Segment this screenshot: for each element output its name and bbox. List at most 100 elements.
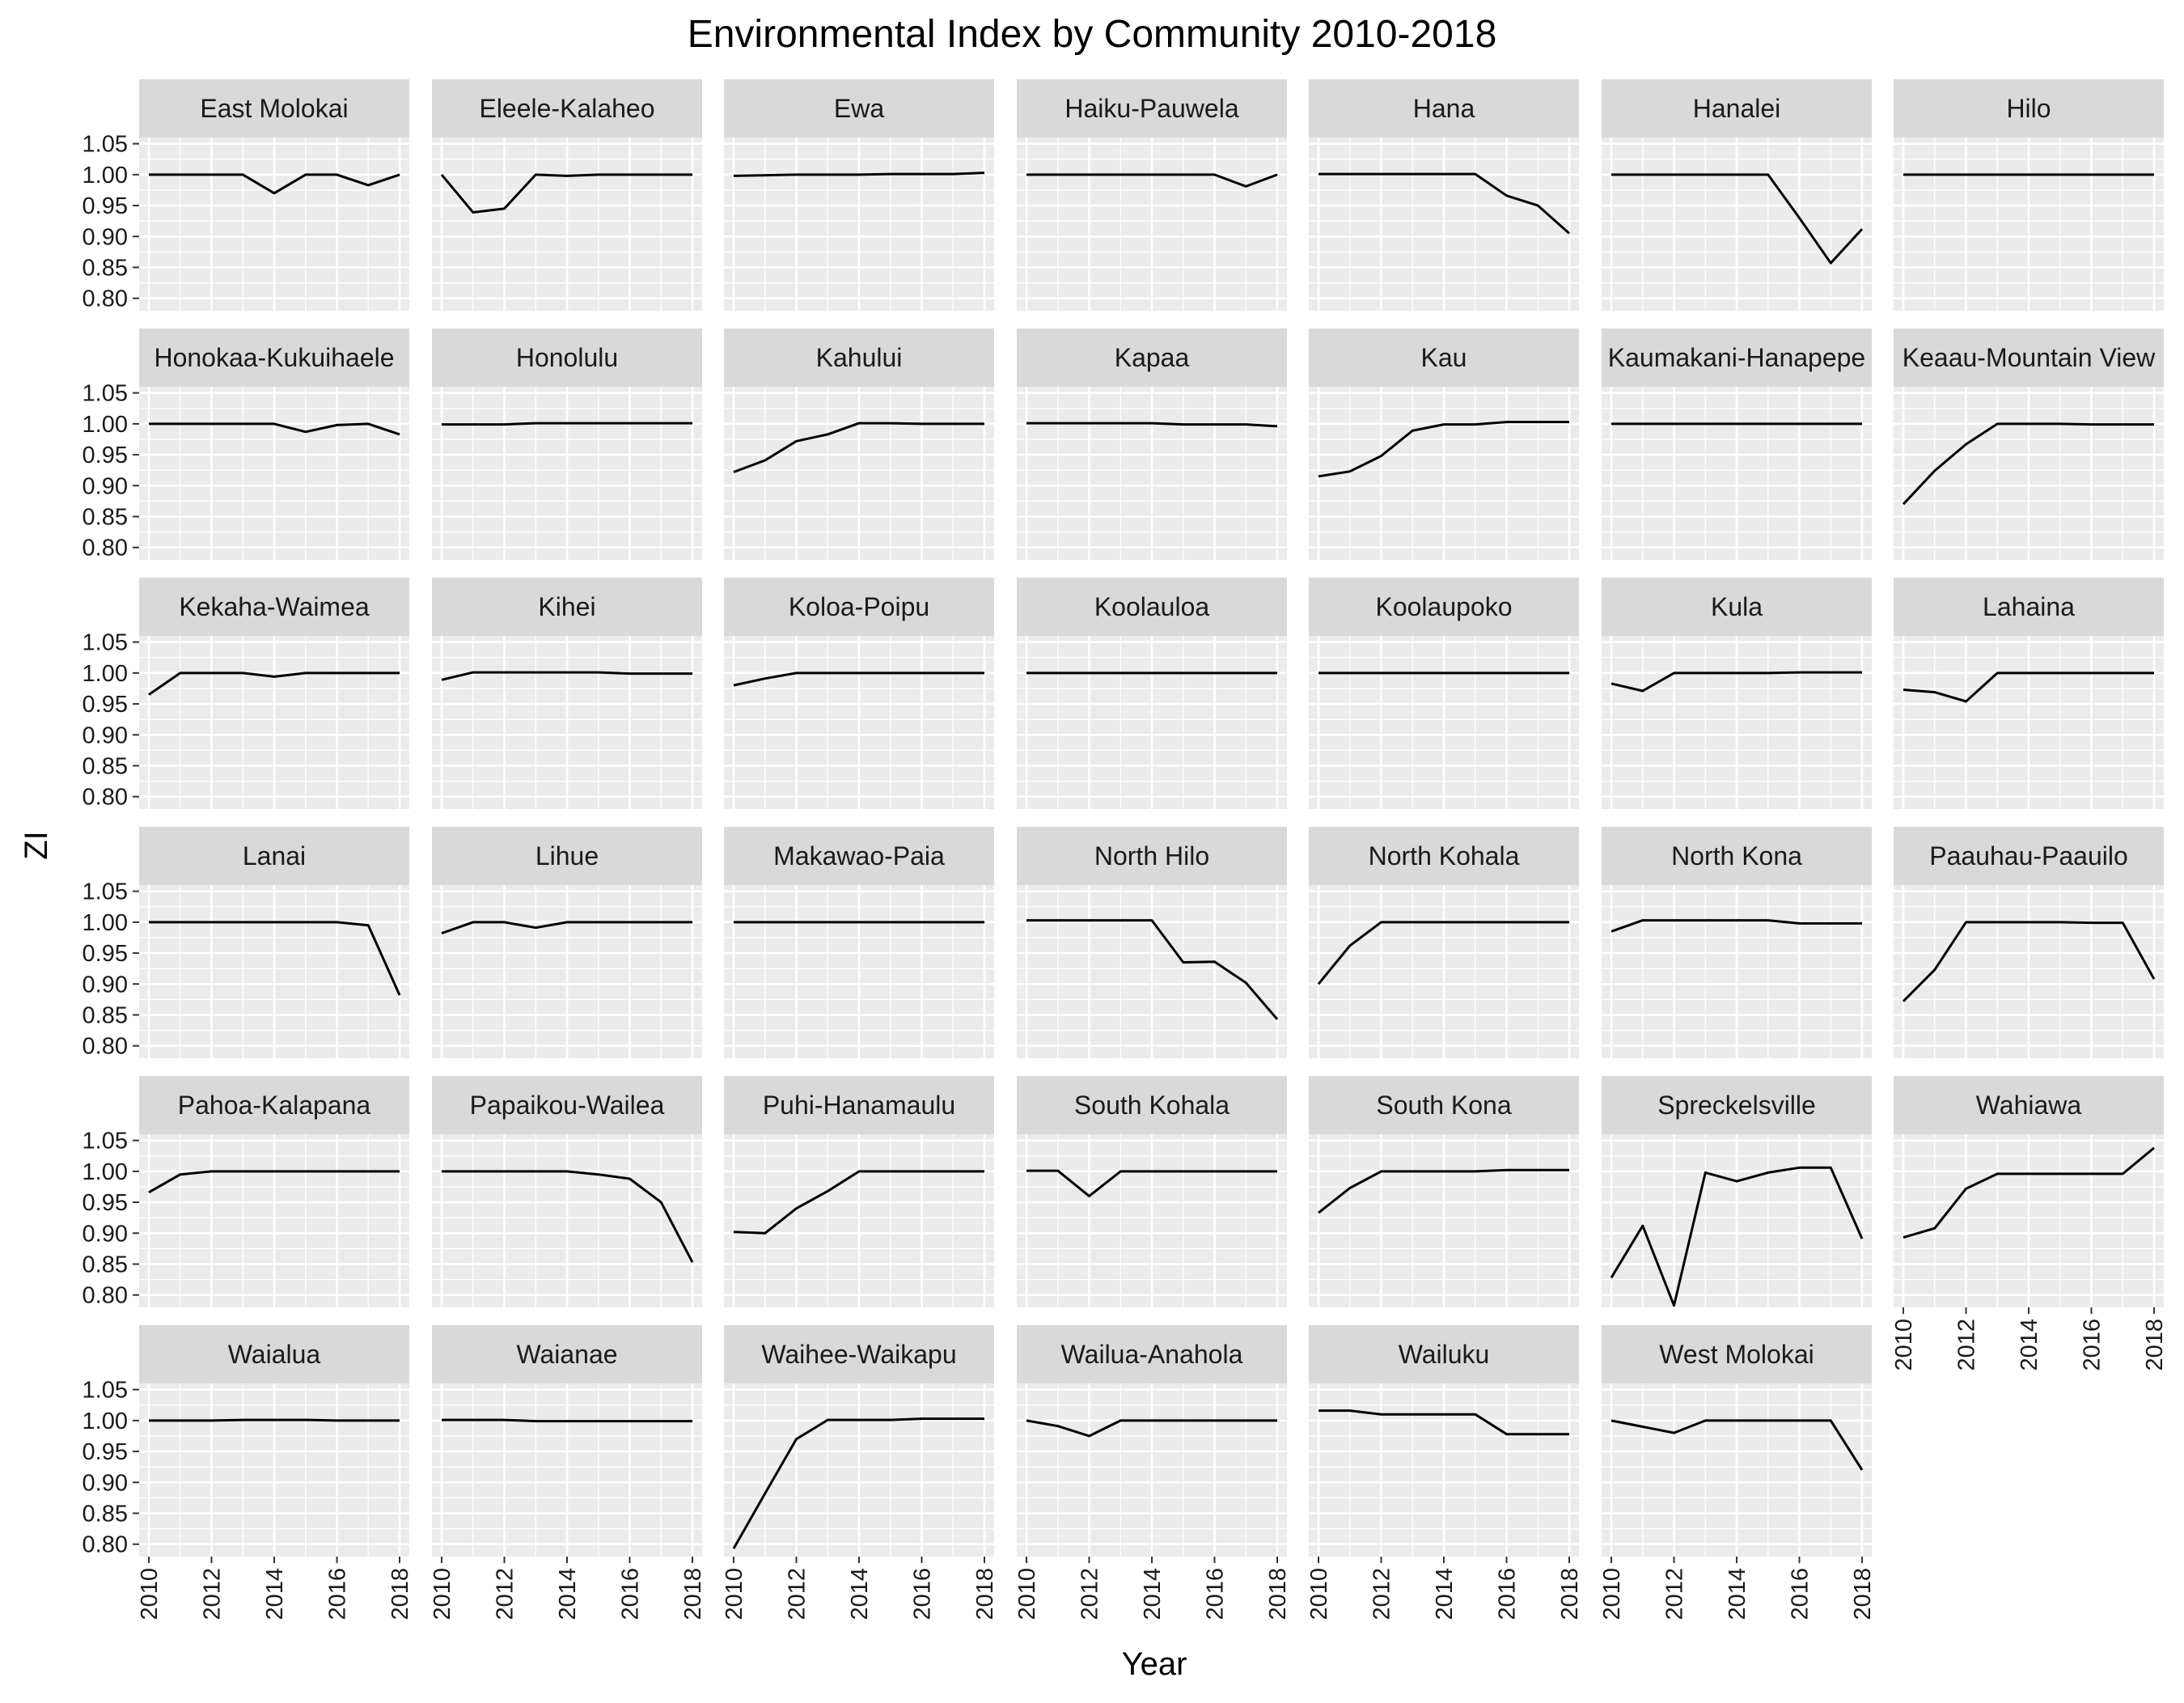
facet-panel: Haiku-Pauwela: [1017, 79, 1287, 311]
facet-strip-label: Makawao-Paia: [773, 841, 945, 871]
data-point: [472, 1419, 474, 1421]
data-point: [764, 459, 766, 461]
data-point: [692, 422, 694, 425]
data-point: [1505, 1169, 1508, 1171]
facet-strip: [139, 328, 409, 387]
data-point: [336, 424, 338, 426]
data-point: [1673, 422, 1675, 425]
data-point: [1412, 1413, 1414, 1416]
x-tick-label: 2014: [1725, 1568, 1750, 1620]
data-point: [1474, 173, 1476, 176]
facet-strip: [1017, 1325, 1287, 1383]
data-point: [597, 671, 599, 674]
data-point: [1736, 671, 1738, 674]
x-tick-label: 2010: [430, 1568, 455, 1620]
data-point: [1151, 919, 1153, 921]
data-point: [1830, 671, 1832, 674]
facet-panel: Hilo: [1894, 79, 2164, 311]
data-point: [1996, 921, 1999, 923]
data-point: [1861, 1469, 1864, 1472]
facet-panel: Koolauloa: [1017, 578, 1287, 809]
series-line: [1318, 1168, 1569, 1214]
data-point: [1182, 1170, 1184, 1172]
data-point: [1120, 1170, 1122, 1172]
series-line: [149, 921, 401, 996]
data-point: [660, 422, 662, 425]
y-tick-label: 0.85: [83, 1003, 128, 1029]
data-point: [535, 671, 537, 674]
data-point: [2153, 671, 2156, 674]
data-point: [1443, 423, 1445, 426]
data-point: [1026, 1419, 1028, 1421]
data-point: [921, 1170, 923, 1172]
x-tick-label: 2018: [972, 1568, 998, 1620]
facet-strip-label: Papaikou-Wailea: [470, 1091, 665, 1120]
data-point: [1568, 1169, 1571, 1171]
data-point: [1443, 173, 1445, 176]
data-point: [858, 1170, 861, 1172]
series-line: [733, 422, 984, 473]
data-point: [1798, 1419, 1801, 1421]
data-point: [1474, 1170, 1476, 1172]
facet-strip-label: North Kona: [1671, 841, 1802, 871]
data-point: [1610, 682, 1613, 684]
data-point: [1798, 422, 1801, 425]
y-tick-label: 0.95: [83, 443, 128, 468]
data-point: [597, 173, 599, 176]
data-point: [210, 173, 213, 176]
facet-strip-label: Koolauloa: [1094, 592, 1210, 621]
data-point: [795, 440, 798, 443]
data-point: [1798, 1167, 1801, 1169]
facet-strip: [432, 79, 702, 138]
series-line: [1610, 1166, 1864, 1307]
data-point: [1182, 961, 1184, 964]
data-point: [1965, 921, 1967, 923]
data-point: [503, 671, 506, 674]
data-point: [1213, 173, 1216, 176]
facet-strip-label: Lahaina: [1983, 592, 2075, 621]
series-line: [733, 172, 985, 177]
facet-strip-label: Kapaa: [1115, 343, 1190, 372]
data-point: [1641, 1225, 1644, 1227]
data-point: [336, 671, 338, 674]
facet-strip: [1017, 578, 1287, 636]
data-point: [629, 173, 631, 176]
data-point: [1505, 194, 1508, 197]
x-tick-label: 2018: [2142, 1319, 2168, 1371]
facet-strip: [1602, 328, 1872, 387]
data-point: [1026, 422, 1028, 425]
facet-strip-label: Kula: [1711, 592, 1763, 621]
data-point: [733, 921, 735, 923]
data-point: [1736, 1180, 1738, 1183]
data-point: [952, 1417, 954, 1420]
facet-panel: Kapaa: [1017, 328, 1287, 560]
data-point: [1380, 921, 1382, 923]
data-point: [1245, 1170, 1247, 1172]
series-line: [1026, 173, 1278, 188]
data-point: [1120, 173, 1122, 176]
data-point: [1933, 691, 1936, 693]
data-point: [1861, 922, 1864, 925]
data-point: [827, 173, 829, 176]
y-tick-label: 1.00: [83, 661, 128, 687]
facet-strip: [1017, 79, 1287, 138]
data-point: [764, 1232, 766, 1235]
x-tick-label: 2012: [785, 1568, 811, 1620]
y-tick-label: 0.90: [83, 473, 128, 499]
x-tick-label: 2012: [493, 1568, 518, 1620]
y-tick-label: 1.00: [83, 412, 128, 438]
facet-strip-label: Lanai: [243, 841, 306, 871]
data-point: [2090, 173, 2093, 176]
data-point: [660, 1201, 662, 1204]
data-point: [1088, 919, 1090, 921]
data-point: [1641, 422, 1644, 425]
data-point: [1568, 232, 1571, 235]
facet-strip: [1309, 1325, 1579, 1383]
facet-panel: Keaau-Mountain View: [1894, 328, 2164, 560]
data-point: [304, 1419, 307, 1421]
series-line: [148, 671, 400, 696]
data-point: [148, 173, 150, 176]
data-point: [503, 921, 506, 923]
facet-panel: Kaumakani-Hanapepe: [1602, 328, 1872, 560]
